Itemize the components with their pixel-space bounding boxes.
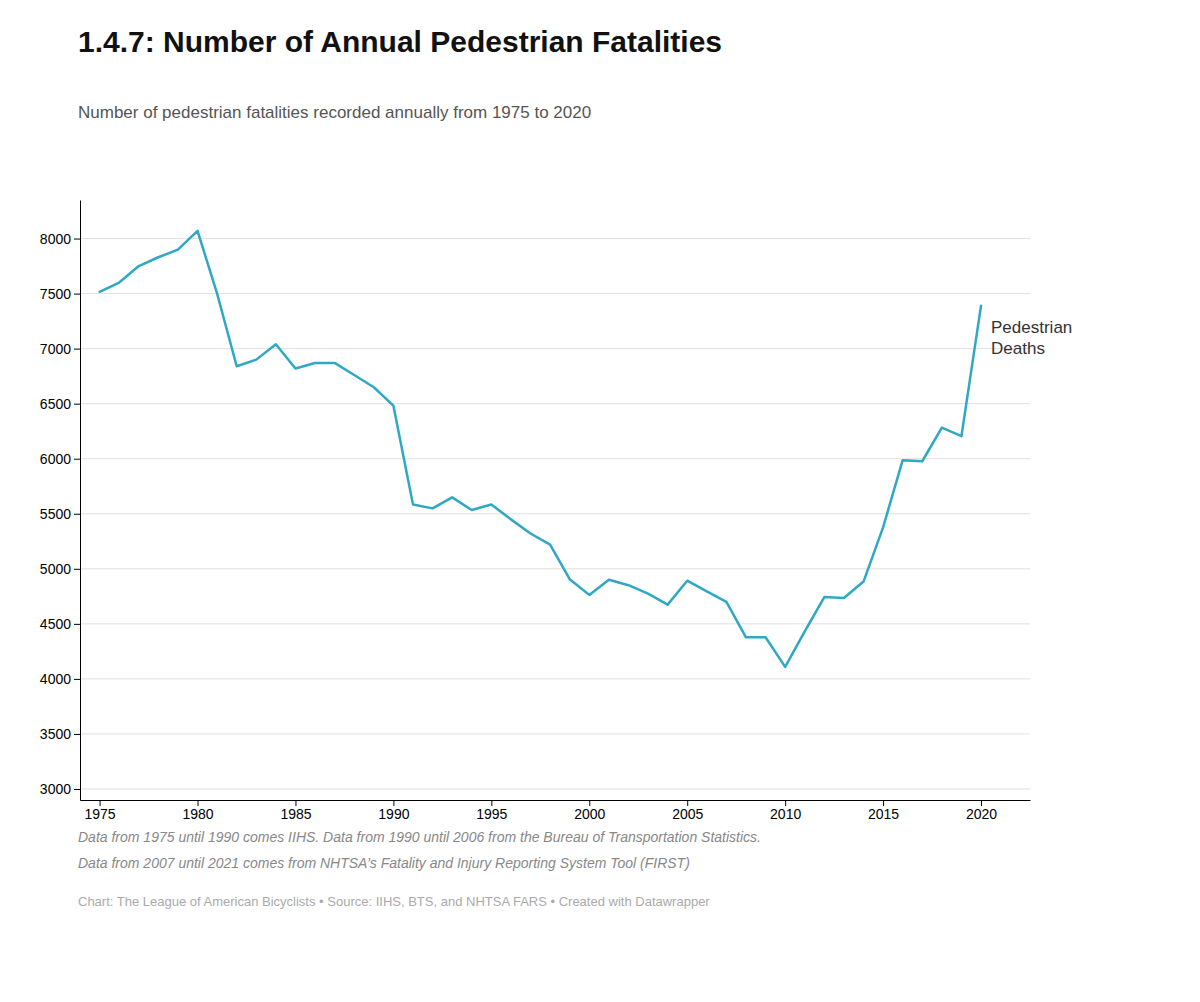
y-tick-mark xyxy=(74,239,80,240)
y-tick-mark xyxy=(74,459,80,460)
footnote: Data from 2007 until 2021 comes from NHT… xyxy=(78,855,690,871)
y-tick: 6500 xyxy=(40,396,80,412)
y-tick-label: 7000 xyxy=(40,341,71,357)
x-tick: 1975 xyxy=(85,800,116,822)
footnote: Data from 1975 until 1990 comes IIHS. Da… xyxy=(78,829,761,845)
x-tick-label: 2010 xyxy=(770,806,801,822)
x-tick: 2000 xyxy=(574,800,605,822)
y-tick-label: 4000 xyxy=(40,671,71,687)
x-tick-label: 2015 xyxy=(868,806,899,822)
y-tick-label: 5500 xyxy=(40,506,71,522)
x-tick-label: 1990 xyxy=(378,806,409,822)
y-tick-mark xyxy=(74,679,80,680)
y-tick-mark xyxy=(74,734,80,735)
x-tick-label: 2020 xyxy=(966,806,997,822)
y-tick: 7500 xyxy=(40,286,80,302)
grid-line xyxy=(80,568,1030,569)
x-axis-line xyxy=(81,800,1031,801)
y-tick-label: 6500 xyxy=(40,396,71,412)
x-tick: 2020 xyxy=(966,800,997,822)
y-axis: 3000 3500 4000 4500 5000 5500 6000 6500 7000 7500… xyxy=(40,201,81,801)
marks xyxy=(100,231,981,667)
grid-line xyxy=(80,733,1030,734)
y-tick: 4500 xyxy=(40,616,80,632)
y-tick: 3000 xyxy=(40,781,80,797)
grid-line xyxy=(80,403,1030,404)
y-tick: 7000 xyxy=(40,341,80,357)
y-tick: 3500 xyxy=(40,726,80,742)
grid-line xyxy=(80,678,1030,679)
y-tick-mark xyxy=(74,404,80,405)
y-tick-label: 4500 xyxy=(40,616,71,632)
x-tick: 2015 xyxy=(868,800,899,822)
x-tick-label: 1980 xyxy=(182,806,213,822)
y-tick-label: 6000 xyxy=(40,451,71,467)
line xyxy=(100,231,981,667)
y-tick: 6000 xyxy=(40,451,80,467)
y-tick-label: 8000 xyxy=(40,231,71,247)
x-tick: 1980 xyxy=(182,800,213,822)
y-tick-label: 3000 xyxy=(40,781,71,797)
grid-line xyxy=(80,293,1030,294)
chart: 1.4.7: Number of Annual Pedestrian Fatal… xyxy=(0,0,1200,1002)
x-tick-label: 2005 xyxy=(672,806,703,822)
grid-line xyxy=(80,788,1030,789)
plot: 1975 1980 1985 1990 1995 2000 2005 2010 2015 2020… xyxy=(40,201,1072,822)
y-tick-mark xyxy=(74,789,80,790)
x-tick: 1985 xyxy=(280,800,311,822)
y-tick-mark xyxy=(74,569,80,570)
series-labels: PedestrianDeaths xyxy=(991,318,1072,357)
y-tick: 5000 xyxy=(40,561,80,577)
y-tick: 8000 xyxy=(40,231,80,247)
grid-line xyxy=(80,348,1030,349)
y-tick-mark xyxy=(74,349,80,350)
subtitle: Number of pedestrian fatalities recorded… xyxy=(78,103,591,122)
y-tick: 4000 xyxy=(40,671,80,687)
y-tick-mark xyxy=(74,514,80,515)
footnote: Chart: The League of American Bicyclists… xyxy=(78,894,710,909)
x-axis: 1975 1980 1985 1990 1995 2000 2005 2010 2015 2020 xyxy=(81,800,1031,822)
grid-line xyxy=(80,458,1030,459)
grid-line xyxy=(80,623,1030,624)
title: 1.4.7: Number of Annual Pedestrian Fatal… xyxy=(78,25,722,58)
x-tick-label: 1985 xyxy=(280,806,311,822)
x-tick: 2010 xyxy=(770,800,801,822)
y-tick: 5500 xyxy=(40,506,80,522)
x-tick: 2005 xyxy=(672,800,703,822)
x-tick: 1990 xyxy=(378,800,409,822)
x-tick: 1995 xyxy=(476,800,507,822)
x-tick-label: 1995 xyxy=(476,806,507,822)
y-tick-label: 3500 xyxy=(40,726,71,742)
y-tick-label: 7500 xyxy=(40,286,71,302)
y-tick-mark xyxy=(74,294,80,295)
grid-line xyxy=(80,238,1030,239)
x-tick-label: 2000 xyxy=(574,806,605,822)
series-label: PedestrianDeaths xyxy=(991,318,1072,357)
y-axis-line xyxy=(80,201,81,801)
y-tick-label: 5000 xyxy=(40,561,71,577)
y-tick-mark xyxy=(74,624,80,625)
x-tick-label: 1975 xyxy=(85,806,116,822)
